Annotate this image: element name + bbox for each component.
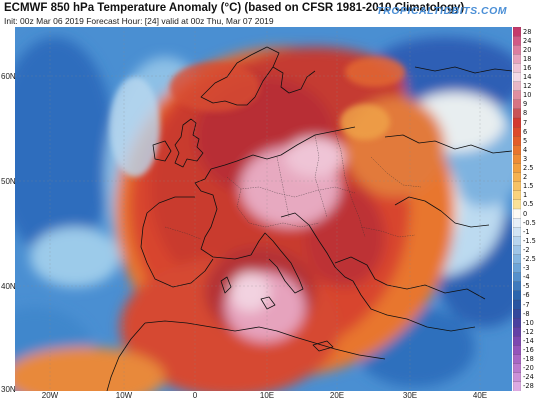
lat-label-50n: 50N bbox=[1, 177, 16, 186]
colorbar-swatch bbox=[513, 363, 521, 374]
colorbar-label: 16 bbox=[523, 63, 532, 72]
colorbar-label: 18 bbox=[523, 54, 532, 63]
colorbar-label: 10 bbox=[523, 91, 532, 100]
lon-label-10e: 10E bbox=[259, 391, 275, 400]
colorbar-label: 2 bbox=[523, 173, 528, 182]
colorbar-swatch bbox=[513, 263, 521, 274]
lon-label-20e: 20E bbox=[329, 391, 345, 400]
map-title: ECMWF 850 hPa Temperature Anomaly (°C) (… bbox=[4, 2, 465, 14]
colorbar-label: 28 bbox=[523, 27, 532, 36]
colorbar-swatch bbox=[513, 227, 521, 237]
temperature-anomaly-map bbox=[15, 27, 512, 391]
colorbar bbox=[513, 27, 521, 391]
colorbar-swatch bbox=[513, 99, 521, 110]
colorbar-swatch bbox=[513, 154, 521, 165]
colorbar-label: -14 bbox=[523, 336, 534, 345]
colorbar-label: 1.5 bbox=[523, 182, 534, 191]
colorbar-swatch bbox=[513, 136, 521, 146]
colorbar-swatch bbox=[513, 126, 521, 137]
colorbar-swatch bbox=[513, 327, 521, 337]
colorbar-label: -10 bbox=[523, 318, 534, 327]
colorbar-label: 14 bbox=[523, 73, 532, 82]
colorbar-swatch bbox=[513, 290, 521, 301]
colorbar-label: 6 bbox=[523, 127, 528, 136]
colorbar-label: -12 bbox=[523, 327, 534, 336]
lat-label-40n: 40N bbox=[1, 282, 16, 291]
colorbar-label: -16 bbox=[523, 346, 534, 355]
colorbar-label: 24 bbox=[523, 36, 532, 45]
colorbar-swatch bbox=[513, 299, 521, 310]
colorbar-label: 20 bbox=[523, 45, 532, 54]
colorbar-label: 1 bbox=[523, 191, 528, 200]
colorbar-label: -28 bbox=[523, 382, 534, 391]
lon-label-10w: 10W bbox=[115, 391, 133, 400]
map-subtitle: Init: 00z Mar 06 2019 Forecast Hour: [24… bbox=[4, 16, 274, 26]
colorbar-label: -5 bbox=[523, 282, 530, 291]
colorbar-swatch bbox=[513, 36, 521, 46]
colorbar-label: -24 bbox=[523, 373, 534, 382]
colorbar-swatch bbox=[513, 81, 521, 92]
map-canvas bbox=[15, 27, 512, 391]
lat-label-30n: 30N bbox=[1, 385, 16, 394]
colorbar-label: 7 bbox=[523, 118, 528, 127]
colorbar-swatch bbox=[513, 145, 521, 156]
colorbar-swatch bbox=[513, 27, 521, 37]
colorbar-labels: 28 24 20 18 16 14 12 10 9 8 7 6 5 4 3 2.5 2 1.5 1 0.5 0 -0.5-… bbox=[523, 27, 541, 391]
colorbar-swatch bbox=[513, 245, 521, 256]
lon-label-30e: 30E bbox=[402, 391, 418, 400]
colorbar-label: 9 bbox=[523, 100, 528, 109]
colorbar-label: -0.5 bbox=[523, 218, 536, 227]
colorbar-swatch bbox=[513, 336, 521, 347]
colorbar-swatch bbox=[513, 272, 521, 283]
colorbar-swatch bbox=[513, 345, 521, 356]
colorbar-label: 12 bbox=[523, 82, 532, 91]
colorbar-label: -20 bbox=[523, 364, 534, 373]
colorbar-swatch bbox=[513, 318, 521, 328]
colorbar-label: 0.5 bbox=[523, 200, 534, 209]
colorbar-swatch bbox=[513, 218, 521, 228]
lat-label-60n: 60N bbox=[1, 72, 16, 81]
colorbar-swatch bbox=[513, 90, 521, 101]
colorbar-label: -6 bbox=[523, 291, 530, 300]
lon-label-40e: 40E bbox=[472, 391, 488, 400]
colorbar-swatch bbox=[513, 381, 521, 391]
colorbar-label: -2 bbox=[523, 245, 530, 254]
colorbar-swatch bbox=[513, 54, 521, 64]
colorbar-swatch bbox=[513, 45, 521, 55]
colorbar-swatch bbox=[513, 163, 521, 174]
colorbar-swatch bbox=[513, 108, 521, 119]
colorbar-swatch bbox=[513, 172, 521, 183]
colorbar-label: -1.5 bbox=[523, 236, 536, 245]
colorbar-label: -18 bbox=[523, 355, 534, 364]
colorbar-swatch bbox=[513, 236, 521, 247]
colorbar-swatch bbox=[513, 309, 521, 319]
colorbar-label: -2.5 bbox=[523, 255, 536, 264]
colorbar-label: -3 bbox=[523, 264, 530, 273]
colorbar-label: 0 bbox=[523, 209, 528, 218]
colorbar-swatch bbox=[513, 354, 521, 365]
colorbar-swatch bbox=[513, 199, 521, 210]
lon-label-20w: 20W bbox=[41, 391, 59, 400]
colorbar-label: 2.5 bbox=[523, 164, 534, 173]
lon-label-0: 0 bbox=[192, 391, 198, 400]
colorbar-label: -1 bbox=[523, 227, 530, 236]
colorbar-swatch bbox=[513, 208, 521, 219]
colorbar-label: 4 bbox=[523, 145, 528, 154]
colorbar-swatch bbox=[513, 254, 521, 265]
colorbar-label: 8 bbox=[523, 109, 528, 118]
colorbar-swatch bbox=[513, 72, 521, 83]
colorbar-swatch bbox=[513, 281, 521, 292]
colorbar-label: 3 bbox=[523, 154, 528, 163]
brand-logo: TROPICALTIDBITS.COM bbox=[376, 5, 507, 17]
colorbar-swatch bbox=[513, 63, 521, 74]
colorbar-swatch bbox=[513, 372, 521, 383]
colorbar-label: -8 bbox=[523, 309, 530, 318]
colorbar-swatch bbox=[513, 117, 521, 128]
colorbar-swatch bbox=[513, 181, 521, 192]
colorbar-label: 5 bbox=[523, 136, 528, 145]
colorbar-label: -7 bbox=[523, 300, 530, 309]
colorbar-swatch bbox=[513, 190, 521, 201]
colorbar-label: -4 bbox=[523, 273, 530, 282]
colorbar-swatches bbox=[513, 27, 521, 391]
